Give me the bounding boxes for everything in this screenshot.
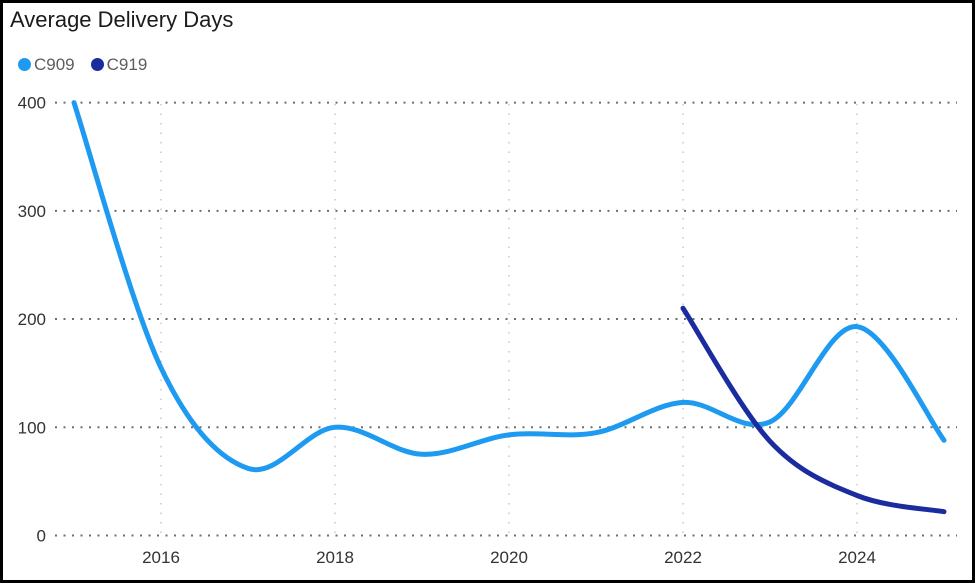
chart-title: Average Delivery Days — [10, 7, 234, 32]
y-tick-label-200: 200 — [18, 310, 46, 329]
legend-label-c919: C919 — [106, 55, 148, 74]
legend: C909 C919 — [18, 56, 147, 73]
legend-item-c919[interactable]: C919 — [90, 55, 148, 74]
series-line-C919[interactable] — [680, 305, 947, 515]
x-tick-label-2016: 2016 — [142, 548, 180, 567]
x-tick-label-2018: 2018 — [316, 548, 354, 567]
x-tick-label-2022: 2022 — [664, 548, 702, 567]
y-tick-label-0: 0 — [37, 527, 46, 546]
legend-dot-c919-icon — [90, 58, 104, 71]
legend-item-c909[interactable]: C909 — [18, 56, 75, 73]
y-tick-label-300: 300 — [18, 202, 46, 221]
series-line-C909[interactable] — [71, 100, 947, 473]
legend-dot-c909-icon — [18, 58, 31, 71]
y-tick-label-100: 100 — [18, 418, 46, 437]
x-tick-label-2024: 2024 — [838, 548, 876, 567]
x-tick-label-2020: 2020 — [490, 548, 528, 567]
y-tick-label-400: 400 — [18, 94, 46, 113]
legend-label-c909: C909 — [34, 55, 75, 74]
